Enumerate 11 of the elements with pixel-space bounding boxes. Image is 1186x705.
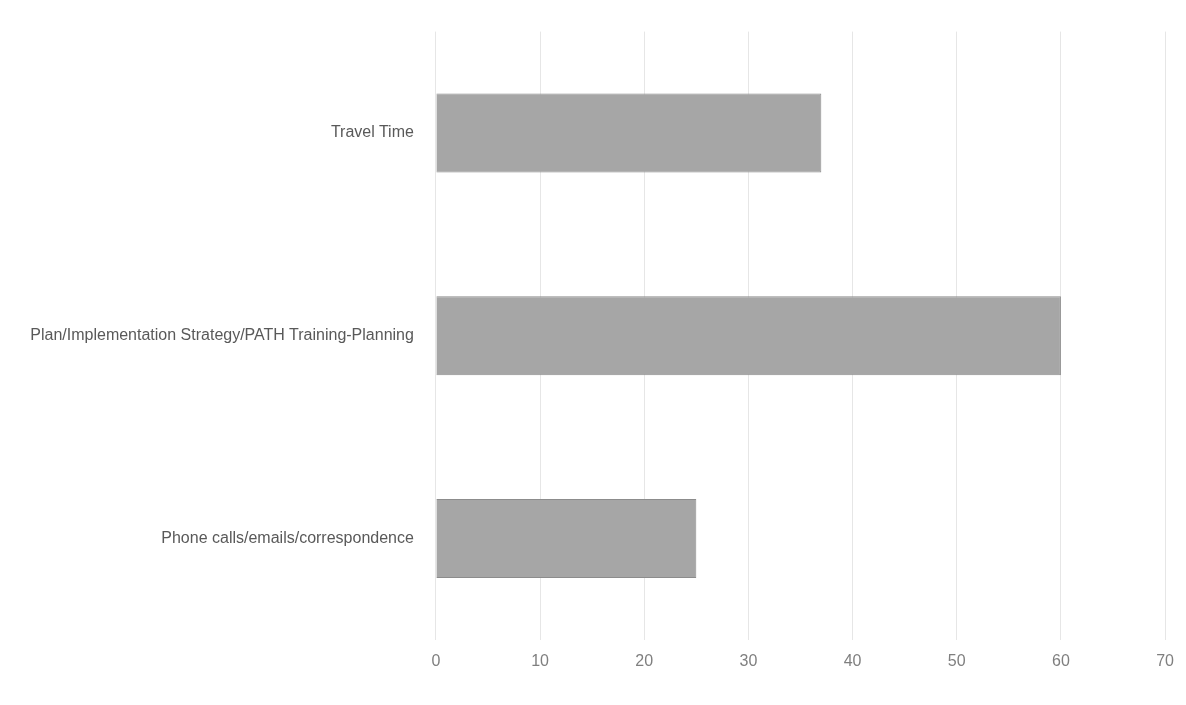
x-tick-label: 10 bbox=[531, 651, 550, 669]
x-tick-label: 0 bbox=[431, 651, 441, 669]
y-tick-label: Phone calls/emails/correspondence bbox=[161, 528, 414, 546]
y-tick-label: Travel Time bbox=[330, 123, 414, 141]
y-tick-label: Plan/Implementation Strategy/PATH Training-Planning bbox=[30, 326, 414, 344]
x-tick-label: 40 bbox=[843, 651, 862, 669]
x-tick-label: 30 bbox=[739, 651, 758, 669]
x-tick-label: 60 bbox=[1052, 651, 1070, 669]
x-tick-label: 20 bbox=[635, 651, 654, 669]
x-tick-label: 70 bbox=[1156, 651, 1175, 669]
x-tick-label: 50 bbox=[947, 651, 966, 669]
